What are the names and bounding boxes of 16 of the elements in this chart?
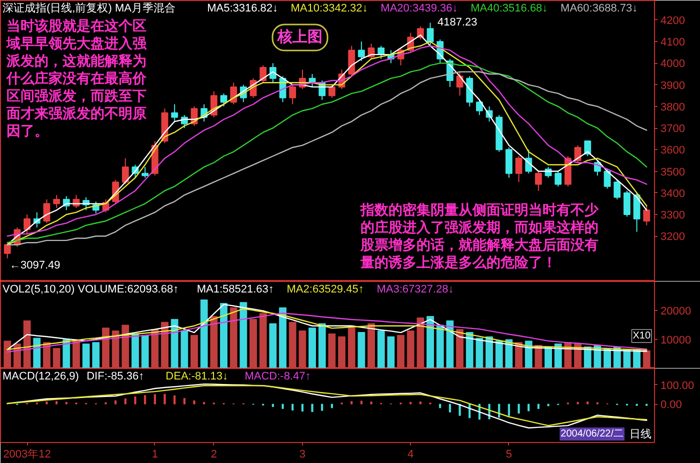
y-tick-label: 3600	[660, 144, 685, 157]
y-tick-label: 0.00	[660, 399, 682, 412]
y-tick-label: 4200	[660, 14, 685, 27]
y-tick-label: 3400	[660, 188, 685, 200]
y-tick-label: 3500	[660, 166, 685, 178]
y-tick-label: 3300	[660, 209, 685, 222]
y-tick-label: 3200	[660, 231, 685, 244]
y-tick-label: 3700	[660, 123, 685, 136]
y-tick-label: 3800	[660, 101, 685, 114]
y-tick-label: 3900	[660, 80, 685, 92]
y-tick-label: 4000	[660, 58, 685, 70]
y-tick-label: 10000	[660, 334, 692, 346]
y-axis-title: X10	[632, 330, 651, 342]
y-tick-label: 100.00	[660, 380, 694, 392]
y-tick-label: 20000	[660, 306, 692, 318]
y-tick-label: 4100	[660, 36, 685, 49]
